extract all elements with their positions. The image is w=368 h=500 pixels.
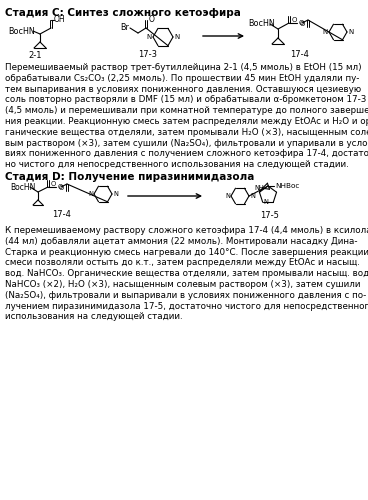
Text: (4,5 ммоль) и перемешивали при комнатной температуре до полного заверше-: (4,5 ммоль) и перемешивали при комнатной… [5,106,368,115]
Text: N: N [225,193,230,199]
Text: NaHCO₃ (×2), H₂O (×3), насыщенным солевым раствором (×3), затем сушили: NaHCO₃ (×2), H₂O (×3), насыщенным солевы… [5,280,361,289]
Text: соль повторно растворяли в DMF (15 мл) и обрабатывали α-бромкетоном 17-3: соль повторно растворяли в DMF (15 мл) и… [5,96,367,104]
Text: BocHN: BocHN [10,182,35,192]
Text: Перемешиваемый раствор трет-бутиллейцина 2-1 (4,5 ммоль) в EtOH (15 мл): Перемешиваемый раствор трет-бутиллейцина… [5,63,362,72]
Text: O: O [299,20,304,26]
Text: 2-1: 2-1 [28,51,42,60]
Text: вод. NaHCO₃. Органические вещества отделяли, затем промывали насыщ. вод.: вод. NaHCO₃. Органические вещества отдел… [5,269,368,278]
Text: O: O [149,16,155,24]
Text: BocHN: BocHN [248,20,275,28]
Text: использования на следующей стадии.: использования на следующей стадии. [5,312,183,322]
Text: N: N [264,200,269,205]
Text: ганические вещества отделяли, затем промывали H₂O (×3), насыщенным соле-: ганические вещества отделяли, затем пром… [5,128,368,137]
Text: Стадия C: Синтез сложного кетоэфира: Стадия C: Синтез сложного кетоэфира [5,8,241,18]
Text: 17-4: 17-4 [53,210,71,219]
Text: O: O [300,21,305,27]
Text: N: N [88,191,93,197]
Text: O: O [51,181,56,187]
Text: N: N [250,193,255,199]
Text: тем выпаривания в условиях пониженного давления. Оставшуюся цезиевую: тем выпаривания в условиях пониженного д… [5,84,361,94]
Text: O: O [58,184,63,190]
Text: виях пониженного давления с получением сложного кетоэфира 17-4, достаточ-: виях пониженного давления с получением с… [5,150,368,158]
Text: 17-3: 17-3 [138,50,158,59]
Text: N: N [147,34,152,40]
Text: N: N [174,34,179,40]
Text: ния реакции. Реакционную смесь затем распределяли между EtOAc и H₂O и ор-: ния реакции. Реакционную смесь затем рас… [5,117,368,126]
Text: NHBoc: NHBoc [275,183,300,189]
Text: Br: Br [120,24,129,32]
Text: вым раствором (×3), затем сушили (Na₂SO₄), фильтровали и упаривали в усло-: вым раствором (×3), затем сушили (Na₂SO₄… [5,138,368,147]
Text: NH: NH [255,184,264,190]
Text: O: O [59,185,64,191]
Text: Стадия D: Получение пиразинимидазола: Стадия D: Получение пиразинимидазола [5,172,254,182]
Text: но чистого для непосредственного использования на следующей стадии.: но чистого для непосредственного использ… [5,160,349,169]
Text: обрабатывали Cs₂CO₃ (2,25 ммоль). По прошествии 45 мин EtOH удаляли пу-: обрабатывали Cs₂CO₃ (2,25 ммоль). По про… [5,74,360,83]
Text: смеси позволяли остыть до к.т., затем распределяли между EtOAc и насыщ.: смеси позволяли остыть до к.т., затем ра… [5,258,360,268]
Text: Старка и реакционную смесь нагревали до 140°C. После завершения реакции: Старка и реакционную смесь нагревали до … [5,248,368,256]
Text: N: N [113,191,118,197]
Text: К перемешиваемому раствору сложного кетоэфира 17-4 (4,4 ммоль) в ксилолах: К перемешиваемому раствору сложного кето… [5,226,368,235]
Text: N: N [323,29,328,35]
Text: (Na₂SO₄), фильтровали и выпаривали в условиях пониженного давления с по-: (Na₂SO₄), фильтровали и выпаривали в усл… [5,291,366,300]
Text: (44 мл) добавляли ацетат аммония (22 ммоль). Монтировали насадку Дина-: (44 мл) добавляли ацетат аммония (22 ммо… [5,237,357,246]
Text: 17-4: 17-4 [291,50,309,59]
Text: N: N [348,29,353,35]
Text: O: O [292,17,297,23]
Text: OH: OH [54,16,66,24]
Text: 17-5: 17-5 [261,211,279,220]
Text: лучением пиразинимидазола 17-5, достаточно чистого для непосредственного: лучением пиразинимидазола 17-5, достаточ… [5,302,368,310]
Text: BocHN: BocHN [8,26,35,36]
